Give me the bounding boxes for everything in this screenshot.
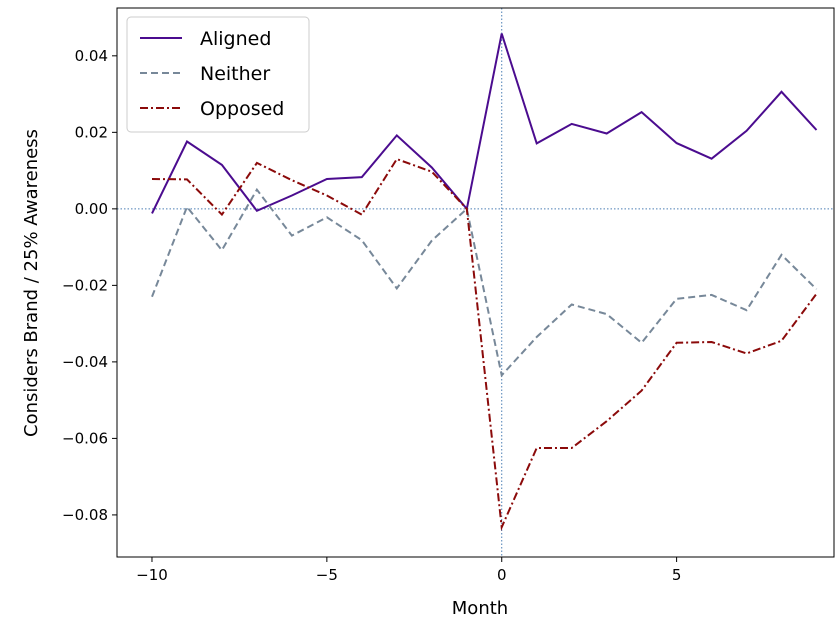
legend-label-aligned: Aligned <box>200 28 271 50</box>
series-layer <box>151 33 818 532</box>
x-tick-label: 0 <box>497 566 507 584</box>
series-line-aligned <box>151 33 818 214</box>
y-tick-label: −0.02 <box>62 276 108 294</box>
legend-label-opposed: Opposed <box>200 98 284 120</box>
y-tick-label: 0.00 <box>75 200 108 218</box>
series-line-opposed <box>151 157 818 532</box>
y-tick-label: −0.06 <box>62 429 108 447</box>
reference-lines <box>117 8 834 557</box>
legend-box <box>126 16 310 133</box>
x-axis-ticks: −10 −5 0 5 <box>136 557 681 584</box>
legend-label-neither: Neither <box>200 63 270 85</box>
y-tick-label: 0.02 <box>75 123 108 141</box>
y-tick-label: 0.04 <box>75 47 108 65</box>
x-tick-label: 5 <box>672 566 682 584</box>
y-tick-label: −0.04 <box>62 353 108 371</box>
x-tick-label: −5 <box>316 566 338 584</box>
y-tick-label: −0.08 <box>62 506 108 524</box>
plot-frame <box>116 7 835 558</box>
x-tick-label: −10 <box>136 566 168 584</box>
y-axis-title: Considers Brand / 25% Awareness <box>21 129 42 437</box>
y-axis-ticks: 0.04 0.02 0.00 −0.02 −0.04 −0.06 −0.08 <box>62 47 117 524</box>
legend-items: Aligned Neither Opposed <box>140 28 284 120</box>
legend: Aligned Neither Opposed <box>126 16 310 133</box>
x-axis-title: Month <box>452 598 508 619</box>
series-line-neither <box>151 187 818 378</box>
